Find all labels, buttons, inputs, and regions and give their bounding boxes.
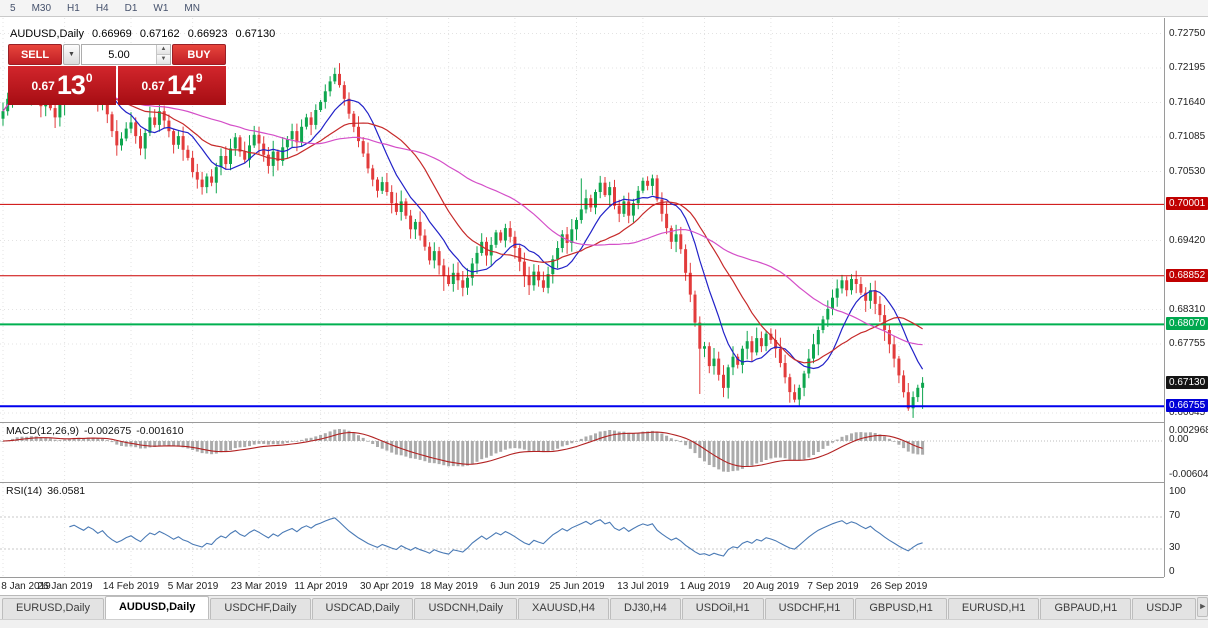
level-price-badge: 0.68852 bbox=[1166, 269, 1208, 282]
macd-axis-label: 0.002968 bbox=[1169, 425, 1208, 436]
macd-panel[interactable] bbox=[0, 422, 1164, 482]
price-axis-label: 0.71640 bbox=[1169, 97, 1206, 108]
time-axis[interactable]: 8 Jan 2019 26 Jan 2019 14 Feb 2019 5 Mar 20… bbox=[0, 577, 1164, 595]
macd-axis-label: -0.006047 bbox=[1169, 469, 1208, 480]
rsi-indicator-label: RSI(14) 36.0581 bbox=[6, 485, 90, 497]
timeframe-button-h1[interactable]: H1 bbox=[67, 2, 80, 14]
chart-tab-bar: EURUSD,Daily AUDUSD,Daily USDCHF,Daily USDC… bbox=[0, 595, 1208, 619]
ohlc-close: 0.67130 bbox=[235, 28, 276, 40]
buy-price-pipette: 9 bbox=[195, 71, 203, 85]
chart-tab-usdcad-daily[interactable]: USDCAD,Daily bbox=[311, 598, 414, 619]
lot-size-value: 5.00 bbox=[108, 48, 130, 61]
macd-histogram[interactable] bbox=[0, 423, 1164, 482]
sell-price-prefix: 0.67 bbox=[31, 78, 55, 93]
buy-price-prefix: 0.67 bbox=[141, 78, 165, 93]
level-price-badge: 0.66755 bbox=[1166, 399, 1208, 412]
level-price-badge: 0.68070 bbox=[1166, 317, 1208, 330]
price-axis-label: 0.72750 bbox=[1169, 28, 1206, 39]
sell-price-pips: 13 bbox=[56, 70, 86, 100]
price-axis-label: 0.66645 bbox=[1169, 407, 1206, 418]
rsi-panel[interactable] bbox=[0, 482, 1164, 577]
chevron-down-icon: ▼ bbox=[68, 51, 75, 58]
rsi-axis-label: 0 bbox=[1169, 566, 1175, 577]
one-click-trading-panel: SELL ▼ 5.00 ▲ ▼ BUY 0.67 13 0 0.67 14 9 bbox=[8, 44, 226, 105]
buy-button[interactable]: BUY bbox=[172, 44, 226, 65]
lot-decrease-button[interactable]: ▼ bbox=[157, 55, 170, 64]
chart-tab-xauusd-h4[interactable]: XAUUSD,H4 bbox=[518, 598, 609, 619]
chart-tab-usdcnh-daily[interactable]: USDCNH,Daily bbox=[414, 598, 518, 619]
time-axis-label: 18 May 2019 bbox=[420, 581, 478, 592]
rsi-axis-label: 100 bbox=[1169, 486, 1186, 497]
time-axis-label: 11 Apr 2019 bbox=[294, 581, 348, 592]
time-axis-label: 1 Aug 2019 bbox=[679, 581, 731, 592]
time-axis-label: 30 Apr 2019 bbox=[360, 581, 414, 592]
macd-main-value: -0.002675 bbox=[83, 425, 132, 437]
price-axis-label: 0.67755 bbox=[1169, 338, 1206, 349]
ohlc-low: 0.66923 bbox=[187, 28, 228, 40]
chart-tab-gbpaud-h1[interactable]: GBPAUD,H1 bbox=[1040, 598, 1132, 619]
lot-size-field[interactable]: 5.00 ▲ ▼ bbox=[81, 44, 171, 65]
timeframe-button-d1[interactable]: D1 bbox=[124, 2, 138, 14]
macd-indicator-label: MACD(12,26,9) -0.002675 -0.001610 bbox=[6, 425, 189, 437]
time-axis-label: 6 Jun 2019 bbox=[490, 581, 540, 592]
price-axis-label: 0.71085 bbox=[1169, 131, 1206, 142]
chart-tab-usdjp[interactable]: USDJP bbox=[1132, 598, 1197, 619]
timeframe-button-h4[interactable]: H4 bbox=[95, 2, 109, 14]
ohlc-open: 0.66969 bbox=[92, 28, 132, 40]
chart-tab-eurusd-h1[interactable]: EURUSD,H1 bbox=[947, 598, 1040, 619]
timeframe-toolbar: 5 M30 H1 H4 D1 W1 MN bbox=[0, 0, 1208, 17]
chart-ohlc-header: AUDUSD,Daily 0.66969 0.67162 0.66923 0.6… bbox=[10, 28, 280, 40]
buy-price-box[interactable]: 0.67 14 9 bbox=[118, 66, 226, 105]
sell-price-box[interactable]: 0.67 13 0 bbox=[8, 66, 116, 105]
time-axis-label: 14 Feb 2019 bbox=[102, 581, 160, 592]
rsi-axis-label: 70 bbox=[1169, 510, 1181, 521]
chart-tab-dj30-h4[interactable]: DJ30,H4 bbox=[610, 598, 681, 619]
macd-name: MACD(12,26,9) bbox=[6, 425, 79, 437]
price-axis-label: 0.68310 bbox=[1169, 304, 1206, 315]
arrow-right-icon: ► bbox=[1198, 601, 1208, 611]
chart-tab-audusd-daily[interactable]: AUDUSD,Daily bbox=[104, 596, 210, 619]
chart-tab-usdoil-h1[interactable]: USDOil,H1 bbox=[681, 598, 764, 619]
level-price-badge: 0.70001 bbox=[1166, 197, 1208, 210]
macd-signal-value: -0.001610 bbox=[136, 425, 184, 437]
lot-increase-button[interactable]: ▲ bbox=[157, 45, 170, 55]
time-axis-label: 25 Jun 2019 bbox=[549, 581, 605, 592]
sell-button[interactable]: SELL bbox=[8, 44, 62, 65]
buy-price-pips: 14 bbox=[166, 70, 196, 100]
time-axis-label: 8 Jan 2019 bbox=[1, 581, 51, 592]
time-axis-label: 26 Jan 2019 bbox=[37, 581, 93, 592]
chart-tab-usdchf-daily[interactable]: USDCHF,Daily bbox=[210, 598, 311, 619]
price-axis-label: 0.69420 bbox=[1169, 235, 1206, 246]
time-axis-label: 26 Sep 2019 bbox=[870, 581, 928, 592]
price-axis-label: 0.72195 bbox=[1169, 62, 1206, 73]
ohlc-high: 0.67162 bbox=[139, 28, 180, 40]
status-strip bbox=[0, 619, 1208, 628]
time-axis-label: 7 Sep 2019 bbox=[807, 581, 859, 592]
chart-tab-eurusd-daily[interactable]: EURUSD,Daily bbox=[2, 598, 104, 619]
current-price-badge: 0.67130 bbox=[1166, 376, 1208, 389]
timeframe-button-m30[interactable]: M30 bbox=[31, 2, 52, 14]
chart-symbol-period: AUDUSD,Daily bbox=[10, 28, 84, 40]
time-axis-label: 20 Aug 2019 bbox=[742, 581, 800, 592]
sell-price-pipette: 0 bbox=[85, 71, 93, 85]
macd-axis-label: 0.00 bbox=[1169, 434, 1189, 445]
rsi-name: RSI(14) bbox=[6, 485, 43, 497]
lot-spinner: ▲ ▼ bbox=[156, 45, 170, 64]
time-axis-label: 5 Mar 2019 bbox=[167, 581, 219, 592]
timeframe-button-w1[interactable]: W1 bbox=[153, 2, 169, 14]
time-axis-label: 13 Jul 2019 bbox=[617, 581, 669, 592]
rsi-line-chart[interactable] bbox=[0, 483, 1164, 577]
chart-tab-gbpusd-h1[interactable]: GBPUSD,H1 bbox=[855, 598, 947, 619]
rsi-value: 36.0581 bbox=[47, 485, 86, 497]
lot-dropdown-button[interactable]: ▼ bbox=[63, 44, 80, 65]
timeframe-button-5[interactable]: 5 bbox=[10, 2, 16, 14]
chart-tab-usdchf-h1[interactable]: USDCHF,H1 bbox=[764, 598, 855, 619]
price-axis-label: 0.70530 bbox=[1169, 166, 1206, 177]
tab-scroll-right-button[interactable]: ► bbox=[1197, 597, 1208, 617]
rsi-axis-label: 30 bbox=[1169, 542, 1181, 553]
timeframe-button-mn[interactable]: MN bbox=[184, 2, 200, 14]
time-axis-label: 23 Mar 2019 bbox=[230, 581, 288, 592]
price-axis[interactable]: 0.72750 0.72195 0.71640 0.71085 0.70530 0.694… bbox=[1164, 18, 1208, 577]
